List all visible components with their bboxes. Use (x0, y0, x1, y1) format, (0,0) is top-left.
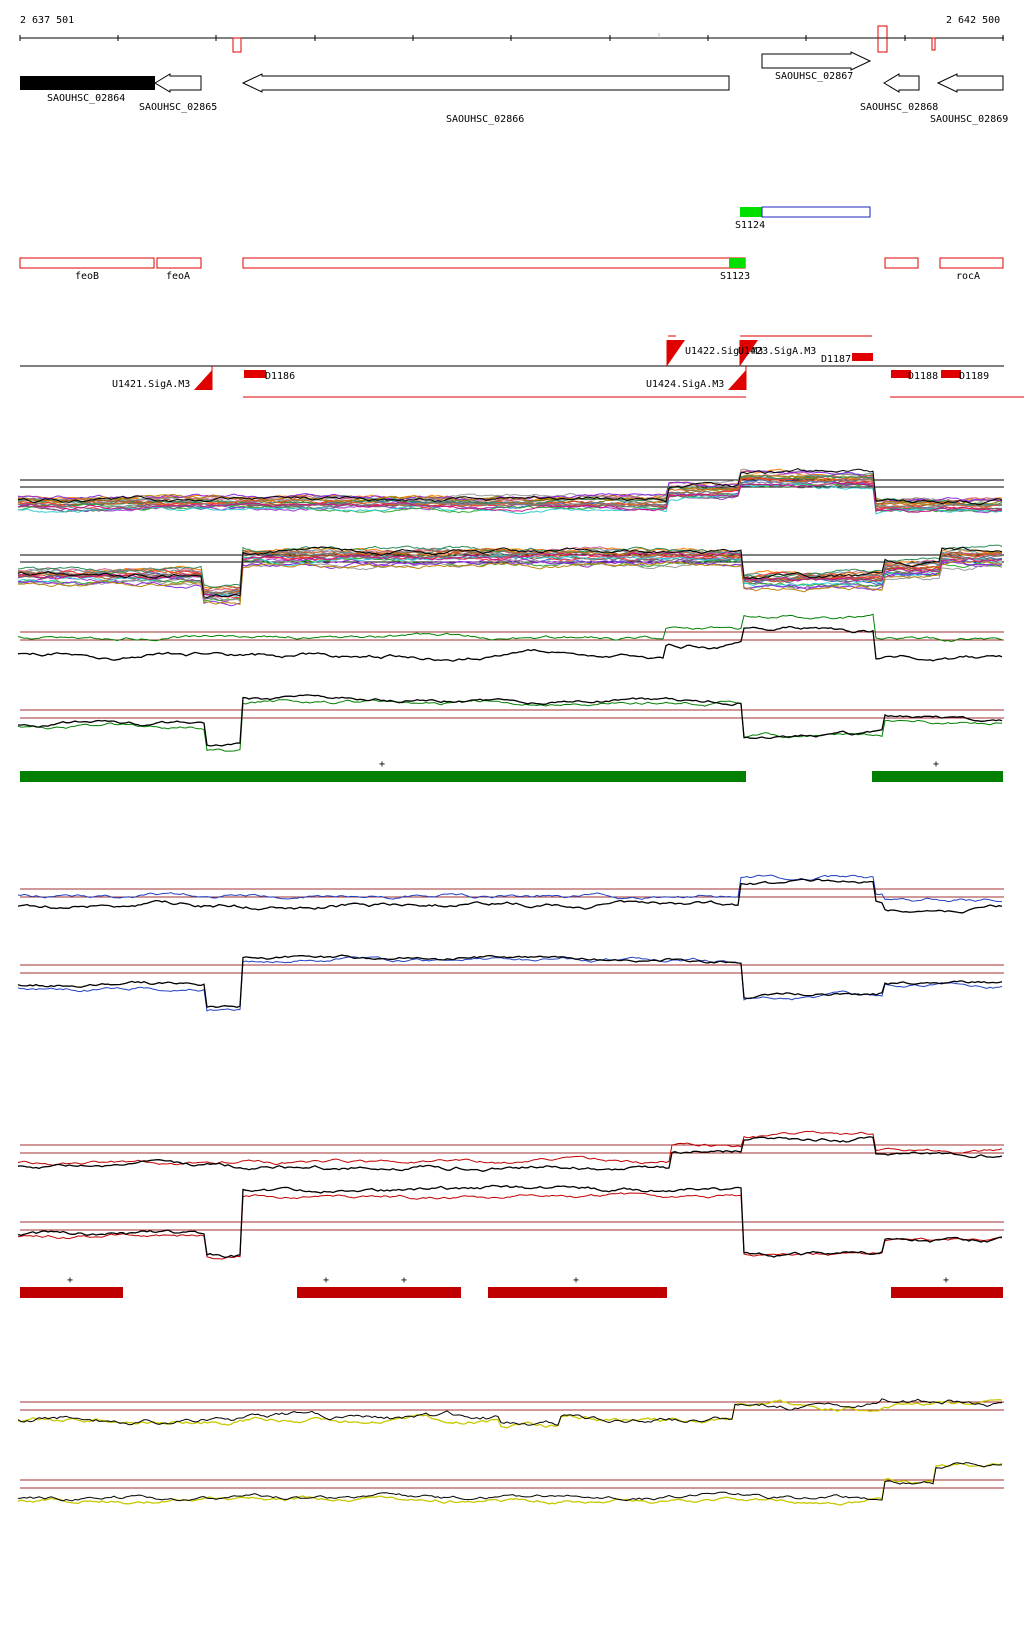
yellow-panel-1-line (17, 1398, 1003, 1426)
red-signal-panels (17, 1130, 1004, 1260)
panel-2-track-line (17, 550, 1003, 595)
feature-red-box[interactable] (884, 257, 919, 269)
panel-2-track-line (17, 556, 1003, 603)
red-region-bar[interactable] (20, 1287, 123, 1298)
coord-end: 2 642 500 (946, 15, 1000, 26)
gene-arrow-saouhsc-02865[interactable] (154, 73, 202, 93)
feature-feob[interactable] (19, 257, 155, 269)
tss-label-d1189: D1189 (959, 371, 989, 382)
gene-arrow-saouhsc-02866[interactable] (241, 73, 730, 93)
tss-label-u1421: U1421.SigA.M3 (112, 379, 190, 390)
panel-1-track-line (17, 482, 1003, 514)
red-region-bar[interactable] (297, 1287, 461, 1298)
gene-arrow-saouhsc-02868[interactable] (883, 73, 920, 93)
gene-arrow-saouhsc-02867[interactable] (761, 51, 872, 71)
red-region-mark: + (67, 1275, 73, 1286)
coord-start: 2 637 501 (20, 15, 74, 26)
green-panel-2-line (17, 694, 1003, 747)
multi-track-panel-2 (17, 544, 1004, 607)
tss-block-d1188[interactable] (891, 370, 911, 378)
panel-1-track-line (17, 482, 1003, 513)
panel-2-track-line (17, 546, 1003, 599)
green-region-bar[interactable] (20, 771, 746, 782)
red-region-bar[interactable] (891, 1287, 1003, 1298)
gene-arrow-saouhsc-02864[interactable] (20, 76, 155, 90)
tss-block-d1187[interactable] (852, 353, 873, 361)
green-panel-2-line (17, 699, 1003, 752)
red-region-mark: + (401, 1275, 407, 1286)
green-panel-1-line (17, 625, 1003, 662)
gene-label-saouhsc-02869: SAOUHSC_02869 (930, 114, 1008, 125)
multi-track-panel-1 (17, 468, 1004, 515)
yellow-panel-2-line (17, 1462, 1003, 1502)
panel-1-track-line (17, 478, 1003, 511)
green-signal-panels (17, 613, 1004, 752)
tss-flag-u1423[interactable] (740, 340, 758, 366)
feature-roca[interactable] (939, 257, 1004, 269)
feature-label-s1123: S1123 (720, 271, 750, 282)
feature-s1124-blue[interactable] (761, 206, 871, 218)
red-region-mark: + (943, 1275, 949, 1286)
green-panel-1-line (17, 613, 1003, 643)
feature-label-roca: rocA (956, 271, 980, 282)
tss-block-d1186[interactable] (244, 370, 266, 378)
blue-panel-2-line (17, 954, 1003, 1008)
coordinate-ruler: 2 637 501 2 642 500 (19, 15, 1004, 53)
feature-s1124-green[interactable] (740, 207, 762, 217)
blue-signal-panels (17, 874, 1004, 1012)
tss-flag-u1421[interactable] (194, 370, 212, 390)
red-region-mark: + (573, 1275, 579, 1286)
feature-s1123-fill (729, 258, 745, 268)
red-panel-2-line (17, 1184, 1003, 1259)
gene-label-saouhsc-02867: SAOUHSC_02867 (775, 71, 853, 82)
ruler-markers (232, 25, 936, 53)
feature-label-feob: feoB (75, 271, 99, 282)
panel-1-track-line (17, 475, 1003, 506)
yellow-panel-1-line (17, 1399, 1003, 1429)
tss-label-u1422: U1422.SigA.M3 (685, 346, 763, 357)
panel-2-track-line (17, 551, 1003, 598)
blue-panel-1-line (17, 874, 1003, 903)
panel-2-track-line (17, 553, 1003, 599)
gene-label-saouhsc-02865: SAOUHSC_02865 (139, 102, 217, 113)
feature-label-feoa: feoA (166, 271, 190, 282)
tss-label-u1423: U1423.SigA.M3 (738, 346, 816, 357)
red-region-bar[interactable] (488, 1287, 667, 1298)
feature-s1123[interactable] (242, 257, 746, 269)
tss-track: U1421.SigA.M3 U1422.SigA.M3 U1423.SigA.M… (20, 335, 1024, 398)
green-region-mark: + (379, 759, 385, 770)
tss-label-d1187: D1187 (821, 354, 851, 365)
feature-track: S1124 feoB feoA S1123 rocA (19, 206, 1004, 282)
gene-arrow-saouhsc-02869[interactable] (936, 73, 1004, 93)
gene-label-saouhsc-02868: SAOUHSC_02868 (860, 102, 938, 113)
yellow-signal-panels (17, 1398, 1004, 1506)
green-region-bar[interactable] (872, 771, 1003, 782)
red-region-mark: + (323, 1275, 329, 1286)
tss-label-d1188: D1188 (908, 371, 938, 382)
panel-1-track-line (17, 468, 1003, 506)
panel-1-track-line (17, 482, 1003, 515)
red-panel-2-line (17, 1192, 1003, 1260)
panel-2-track-line (17, 560, 1002, 606)
tss-flag-u1422[interactable] (667, 340, 685, 366)
gene-label-saouhsc-02866: SAOUHSC_02866 (446, 114, 524, 125)
feature-label-s1124: S1124 (735, 220, 765, 231)
tss-label-u1424: U1424.SigA.M3 (646, 379, 724, 390)
feature-feoa[interactable] (156, 257, 202, 269)
tss-flag-u1424[interactable] (728, 370, 746, 390)
red-panel-1-line (17, 1136, 1003, 1172)
tss-block-d1189[interactable] (941, 370, 961, 378)
tss-label-d1186: D1186 (265, 371, 295, 382)
gene-track: SAOUHSC_02864 SAOUHSC_02865 SAOUHSC_0286… (20, 51, 1008, 125)
blue-panel-1-line (17, 878, 1003, 914)
green-region-bars: + + (20, 759, 1003, 782)
red-region-bars: + + + + + (20, 1275, 1003, 1298)
green-region-mark: + (933, 759, 939, 770)
gene-label-saouhsc-02864: SAOUHSC_02864 (47, 93, 125, 104)
blue-panel-2-line (17, 956, 1003, 1012)
